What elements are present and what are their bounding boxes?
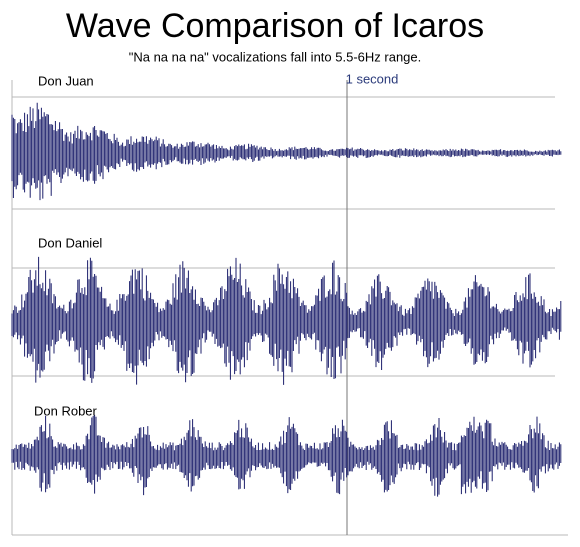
- subtitle: "Na na na na" vocalizations fall into 5.…: [129, 49, 422, 64]
- waveforms: [11, 102, 562, 497]
- panel-label: Don Rober: [34, 403, 98, 418]
- waveform: [11, 256, 562, 385]
- panel-label: Don Juan: [38, 73, 94, 88]
- panel-label: Don Daniel: [38, 235, 102, 250]
- marker-label: 1 second: [346, 71, 399, 86]
- title: Wave Comparison of Icaros: [66, 7, 484, 45]
- waveform: [11, 102, 562, 201]
- waveform: [11, 414, 562, 497]
